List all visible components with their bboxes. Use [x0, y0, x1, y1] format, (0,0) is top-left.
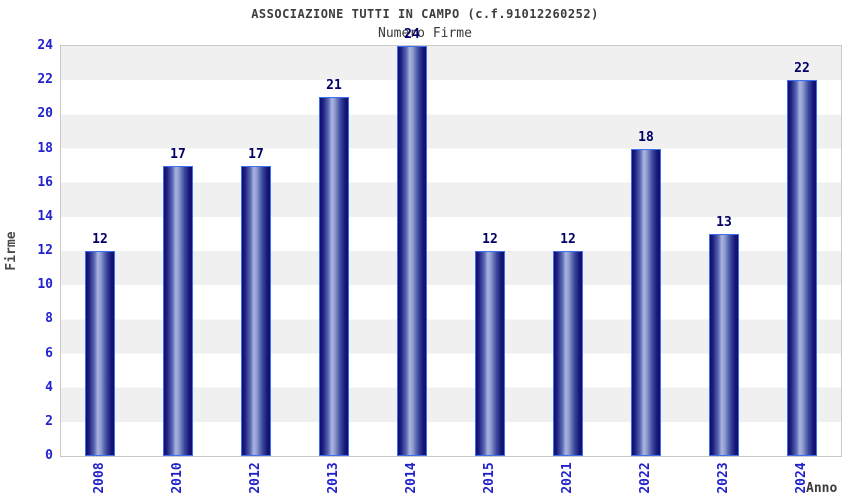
bar-value-label: 17: [248, 146, 264, 162]
bar-value-label: 12: [560, 232, 576, 247]
x-tick-label: 2008: [92, 462, 107, 494]
x-axis-label: Anno: [806, 481, 838, 496]
y-tick-label: 2: [45, 413, 53, 429]
bar-2022: [631, 148, 661, 456]
bar-value-label: 21: [326, 78, 342, 94]
bar-2021: [553, 251, 583, 456]
bar-value-label: 24: [404, 27, 420, 42]
x-tick-label: 2012: [248, 462, 263, 494]
y-tick-label: 6: [45, 345, 53, 361]
bar-2023: [709, 233, 739, 456]
bar-2013: [319, 97, 349, 456]
y-tick-label: 24: [37, 38, 53, 53]
x-tick-label: 2014: [404, 462, 419, 494]
bar-value-label: 22: [794, 61, 810, 77]
y-tick-label: 20: [37, 106, 53, 122]
bar-2010: [163, 165, 193, 456]
y-tick-label: 0: [45, 448, 53, 463]
y-tick-label: 8: [45, 311, 53, 327]
bar-value-label: 17: [170, 146, 186, 162]
y-tick-label: 4: [45, 379, 53, 395]
x-tick-label: 2023: [716, 462, 731, 494]
chart-subtitle: Numero Firme: [378, 26, 472, 41]
x-tick-label: 2010: [170, 462, 185, 494]
y-tick-label: 14: [37, 208, 53, 224]
bar-2012: [241, 165, 271, 456]
bar-2008: [85, 251, 115, 456]
x-tick-label: 2022: [638, 462, 653, 494]
y-tick-label: 16: [37, 174, 53, 190]
bar-value-label: 13: [716, 214, 732, 230]
chart-title: ASSOCIAZIONE TUTTI IN CAMPO (c.f.9101226…: [251, 7, 599, 21]
y-tick-label: 18: [37, 140, 53, 156]
bar-value-label: 12: [92, 232, 108, 247]
bar-value-label: 18: [638, 129, 654, 145]
bar-2024: [787, 80, 817, 456]
y-tick-label: 10: [37, 277, 53, 293]
y-axis-label: Firme: [4, 231, 19, 271]
y-tick-label: 12: [37, 243, 53, 258]
bar-2014: [397, 46, 427, 456]
bar-value-label: 12: [482, 232, 498, 247]
x-tick-label: 2013: [326, 462, 341, 494]
plot-area: 12 17 17 21 24 12 12 18 13 22: [60, 27, 842, 457]
x-tick-label: 2021: [560, 462, 575, 494]
x-tick-label: 2015: [482, 462, 497, 494]
y-tick-label: 22: [37, 72, 53, 88]
bar-2015: [475, 251, 505, 456]
